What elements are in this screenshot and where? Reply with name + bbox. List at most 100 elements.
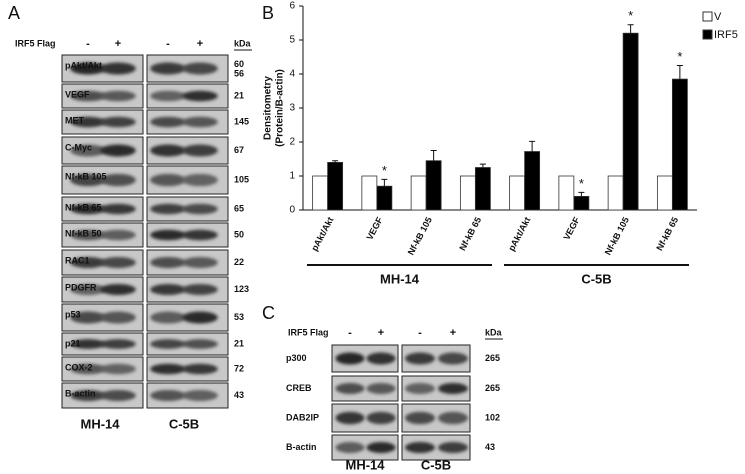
y-tick-label: 0 [289,205,295,216]
blot-band [182,284,218,295]
blot-band [100,284,136,295]
blot-band [150,363,186,375]
blot-band [182,203,218,215]
y-tick-label: 3 [289,103,295,114]
kda-label: 22 [234,257,244,267]
blot-band [182,311,218,324]
blot-band [100,229,136,241]
kda-label: 56 [234,68,244,78]
kda-label: 53 [234,312,244,322]
blot-band [100,62,136,75]
x-tick-label: Nf-kB 105 [406,215,434,256]
blot-band [182,363,218,375]
bar [622,32,639,211]
bar [573,195,590,211]
x-tick-label: Nf-kB 65 [457,215,483,252]
y-axis-label: Densitometry [263,76,274,140]
kda-label: 145 [234,116,249,126]
blot-band [438,411,468,425]
blot-band [150,390,186,401]
blot-band [405,411,435,425]
row-label: MET [65,115,85,125]
group-label: MH-14 [380,271,420,286]
blot-band [150,284,186,295]
blot-band [366,383,396,394]
blot-band [182,62,218,75]
blot-band [150,311,186,324]
kda-label: 265 [485,383,500,393]
significance-marker: * [677,49,682,64]
row-label: RAC1 [65,255,90,265]
error-bar [332,160,339,163]
blot-band [70,257,106,268]
kda-label: 43 [485,442,495,452]
row-label: p21 [65,338,81,348]
blot-band [150,144,186,157]
blot-band [150,62,186,75]
row-label: C-Myc [65,142,92,152]
x-tick-label: VEGF [364,215,385,242]
bar [425,160,442,211]
blot-band [438,442,468,453]
y-tick-label: 2 [289,137,295,148]
blot-band [70,144,106,157]
bar [361,175,378,211]
blot-band [405,383,435,394]
lane-label: + [378,327,384,339]
blot-band [182,390,218,401]
blot-band [150,257,186,268]
kda-label: 123 [234,284,249,294]
blot-band [100,311,136,324]
blot-band [366,411,396,425]
blot-band [405,442,435,453]
legend-label: V [714,11,722,23]
blot-band [70,363,106,375]
panel-label: A [8,3,20,23]
bar [474,167,491,211]
blot-band [182,339,218,349]
blot-band [182,144,218,157]
y-tick-label: 5 [289,35,295,46]
x-tick-label: Nf-kB 105 [603,215,631,256]
blot-band [150,203,186,215]
bar [524,151,541,211]
blot-band [70,229,106,241]
bar [656,175,673,211]
unit-label: kDa [485,327,503,337]
blot-band [335,411,365,425]
bar [312,175,329,211]
kda-label: 102 [485,412,500,422]
blot-band [70,116,106,128]
row-label: Nf-kB 65 [65,202,102,212]
error-bar [430,150,437,161]
blot-band [150,116,186,128]
kda-label: 65 [234,203,244,213]
row-label: B-actin [65,388,96,398]
blot-band [70,173,106,187]
cell-line-label: MH-14 [80,416,120,431]
treatment-label: IRF5 Flag [288,327,329,337]
blot-band [335,442,365,453]
row-label: Nf-kB 105 [65,171,107,181]
lane-label: - [86,38,90,50]
lane-label: - [166,38,170,50]
blot-band [405,352,435,365]
blot-band [100,339,136,349]
kda-label: 105 [234,174,249,184]
row-label: pAkt/Akt [65,60,102,70]
kda-label: 43 [234,390,244,400]
lane-label: - [348,327,352,339]
blot-band [70,339,106,349]
kda-label: 60 [234,59,244,69]
kda-label: 21 [234,90,244,100]
row-label: CREB [286,383,312,393]
error-bar [479,163,486,168]
blot-band [100,116,136,128]
bar [459,175,476,211]
row-label: COX-2 [65,362,93,372]
significance-marker: * [382,163,387,178]
blot-band [150,90,186,102]
kda-label: 50 [234,229,244,239]
x-tick-label: pAkt/Akt [309,215,335,252]
